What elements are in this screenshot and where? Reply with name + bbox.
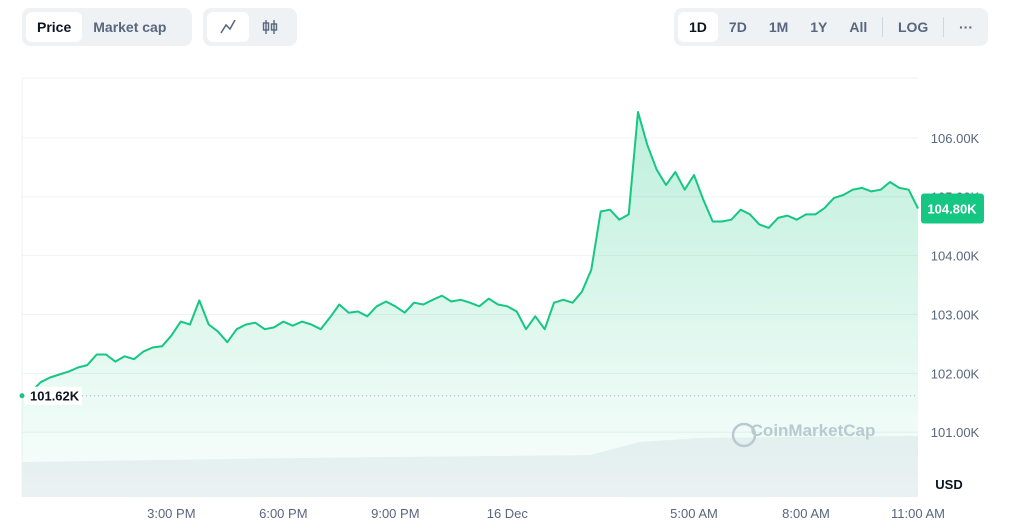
price-line (21, 111, 919, 397)
tab-price[interactable]: Price (26, 12, 83, 42)
x-tick-label: 3:00 PM (147, 506, 195, 521)
x-tick-label: 5:00 AM (670, 506, 718, 521)
range-1d[interactable]: 1D (678, 12, 718, 42)
range-all[interactable]: All (849, 19, 868, 35)
chart-style-toggle (203, 8, 297, 46)
y-tick-label: 105.00K (931, 190, 980, 205)
more-button[interactable]: ··· (959, 19, 973, 35)
x-tick-label: 8:00 AM (782, 506, 830, 521)
reference-label-bg (24, 386, 82, 405)
x-tick-label: 16 Dec (487, 506, 529, 521)
x-tick-label: 9:00 PM (371, 506, 419, 521)
area-fill (22, 112, 918, 497)
range-toggle: 1D 7D 1M 1Y All LOG ··· (674, 8, 988, 46)
current-price-badge (921, 193, 984, 224)
line-chart-button[interactable] (207, 12, 249, 42)
separator (943, 17, 944, 37)
y-tick-label: 101.00K (931, 425, 980, 440)
y-tick-label: 106.00K (931, 131, 980, 146)
volume-backdrop (22, 436, 918, 497)
separator (882, 17, 883, 37)
x-tick-label: 11:00 AM (891, 506, 945, 521)
range-1m[interactable]: 1M (768, 19, 789, 35)
x-tick-label: 6:00 PM (259, 506, 307, 521)
range-1y[interactable]: 1Y (810, 19, 828, 35)
candle-chart-button[interactable] (249, 12, 291, 42)
y-tick-label: 102.00K (931, 366, 980, 381)
y-tick-label: 104.00K (931, 249, 980, 264)
tab-market-cap[interactable]: Market cap (93, 19, 167, 35)
candle-icon (262, 20, 278, 34)
metric-toggle: Price Market cap (22, 8, 192, 46)
range-7d[interactable]: 7D (728, 19, 747, 35)
current-price-label: 104.80K (927, 202, 977, 217)
reference-dot (19, 393, 25, 399)
reference-label: 101.62K (30, 389, 80, 404)
line-icon (220, 19, 236, 34)
y-unit: USD (935, 477, 962, 492)
watermark: CoinMarketCap (751, 421, 876, 440)
watermark-logo (731, 422, 757, 448)
y-tick-label: 103.00K (931, 307, 980, 322)
log-scale[interactable]: LOG (897, 19, 929, 35)
